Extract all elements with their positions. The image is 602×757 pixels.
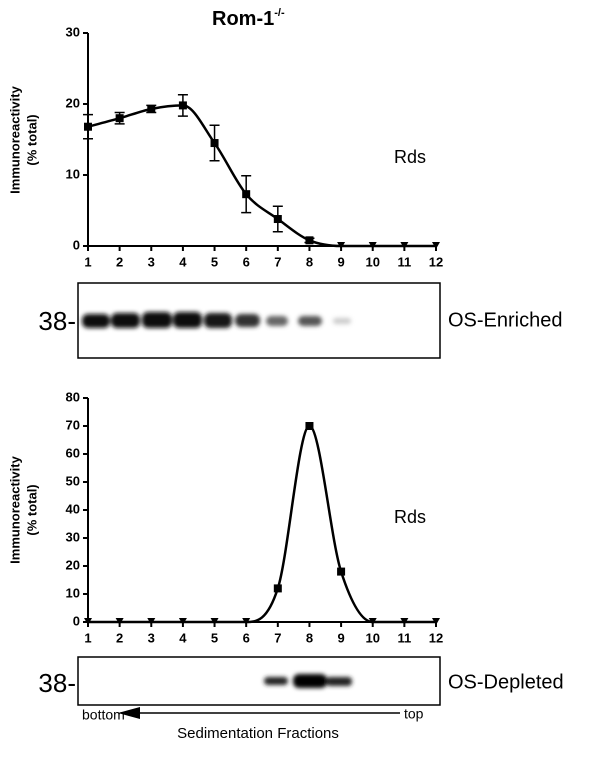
marker bbox=[432, 618, 440, 625]
marker bbox=[178, 618, 187, 625]
y-tick-label: 40 bbox=[66, 501, 80, 516]
x-tick-label: 1 bbox=[84, 630, 91, 645]
x-tick-label: 8 bbox=[306, 254, 313, 269]
blot-label: OS-Depleted bbox=[448, 671, 564, 693]
x-tick-label: 5 bbox=[211, 254, 218, 269]
marker bbox=[84, 618, 92, 625]
blot-label: OS-Enriched bbox=[448, 309, 563, 331]
y-axis-label: (% total) bbox=[24, 484, 39, 535]
y-tick-label: 80 bbox=[66, 389, 80, 404]
marker-label: 38- bbox=[38, 306, 76, 336]
x-tick-label: 2 bbox=[116, 630, 123, 645]
x-tick-label: 1 bbox=[84, 254, 91, 269]
x-tick-label: 3 bbox=[148, 254, 155, 269]
arrow-label: top bbox=[404, 706, 424, 722]
x-tick-label: 3 bbox=[148, 630, 155, 645]
marker-label: 38- bbox=[38, 668, 76, 698]
marker bbox=[242, 618, 251, 625]
blot-bands bbox=[82, 312, 351, 328]
x-tick-label: 6 bbox=[243, 254, 250, 269]
x-tick-label: 12 bbox=[429, 254, 443, 269]
y-tick-label: 10 bbox=[66, 585, 80, 600]
marker bbox=[305, 422, 314, 430]
blot-frame bbox=[77, 656, 441, 706]
title-superscript: -/- bbox=[274, 7, 285, 19]
x-tick-label: 4 bbox=[179, 630, 187, 645]
marker bbox=[368, 618, 377, 625]
x-tick-label: 12 bbox=[429, 630, 443, 645]
marker bbox=[115, 114, 124, 123]
marker bbox=[400, 242, 409, 249]
marker bbox=[273, 584, 282, 593]
line bbox=[88, 424, 436, 624]
y-tick-label: 60 bbox=[66, 445, 80, 460]
y-tick-label: 20 bbox=[66, 557, 80, 572]
marker bbox=[84, 122, 92, 131]
y-tick-label: 70 bbox=[66, 417, 80, 432]
chart-title: Rom-1-/- bbox=[212, 7, 285, 30]
y-tick-label: 0 bbox=[73, 237, 80, 252]
marker bbox=[337, 242, 346, 249]
x-tick-label: 4 bbox=[179, 254, 187, 269]
marker bbox=[368, 242, 377, 249]
x-tick-label: 6 bbox=[243, 630, 250, 645]
x-tick-label: 9 bbox=[337, 630, 344, 645]
marker bbox=[432, 242, 440, 249]
marker bbox=[115, 618, 124, 625]
y-tick-label: 50 bbox=[66, 473, 80, 488]
line bbox=[87, 104, 436, 248]
y-tick-label: 0 bbox=[73, 613, 80, 628]
x-tick-label: 10 bbox=[365, 630, 379, 645]
x-tick-label: 10 bbox=[365, 254, 379, 269]
y-tick-label: 30 bbox=[66, 529, 80, 544]
x-tick-label: 8 bbox=[306, 630, 313, 645]
y-tick-label: 20 bbox=[66, 95, 80, 110]
arrow-label: bottom bbox=[82, 707, 125, 723]
marker bbox=[178, 101, 187, 110]
marker bbox=[400, 618, 409, 625]
annotation: Rds bbox=[394, 147, 426, 167]
x-tick-label: 2 bbox=[116, 254, 123, 269]
marker bbox=[305, 236, 314, 245]
marker bbox=[147, 104, 156, 113]
arrow-head bbox=[118, 707, 140, 719]
y-tick-label: 30 bbox=[66, 24, 80, 39]
blot-bands bbox=[264, 674, 352, 688]
marker bbox=[210, 618, 219, 625]
marker bbox=[273, 215, 282, 224]
marker bbox=[337, 567, 346, 576]
marker bbox=[210, 139, 219, 148]
x-tick-label: 11 bbox=[397, 630, 411, 645]
marker bbox=[147, 618, 156, 625]
x-tick-label: 7 bbox=[274, 630, 281, 645]
y-axis-label: Immunoreactivity bbox=[7, 455, 22, 563]
y-axis-label: Immunoreactivity bbox=[7, 85, 22, 193]
x-tick-label: 11 bbox=[397, 254, 411, 269]
y-axis-label: (% total) bbox=[24, 114, 39, 165]
marker bbox=[242, 190, 251, 199]
arrow-label: Sedimentation Fractions bbox=[177, 725, 339, 742]
annotation: Rds bbox=[394, 507, 426, 527]
x-tick-label: 5 bbox=[211, 630, 218, 645]
x-tick-label: 9 bbox=[337, 254, 344, 269]
title-text: Rom-1 bbox=[212, 8, 274, 30]
y-tick-label: 10 bbox=[66, 166, 80, 181]
x-tick-label: 7 bbox=[274, 254, 281, 269]
